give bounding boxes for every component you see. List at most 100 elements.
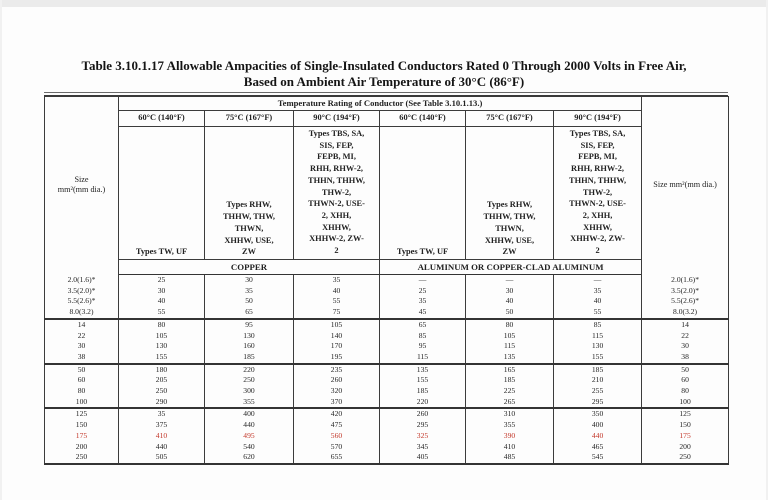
ampacity-cell: 250 (118, 386, 205, 397)
page-right-edge (766, 0, 768, 500)
ampacity-cell: 655 (293, 452, 380, 465)
ampacity-cell: 320 (293, 386, 380, 397)
ampacity-cell: 80 (465, 317, 554, 331)
ampacity-cell: 130 (204, 330, 294, 342)
ampacity-cell: 105 (293, 317, 380, 331)
ampacity-cell: 440 (118, 441, 205, 453)
ampacity-cell: 40 (293, 285, 380, 297)
size-cell-left: 38 (44, 351, 119, 364)
ampacity-cell: 105 (465, 330, 554, 342)
ampacity-cell: 295 (379, 420, 466, 431)
ampacity-cell: 400 (204, 407, 294, 421)
ampacity-rows: 2.0(1.6)* 25 30 35— — —2.0(1.6)* 3.5(2.0)* 30 35… (44, 274, 730, 465)
ampacity-cell: 265 (465, 396, 554, 409)
size-cell-right: 8.0(3.2) (641, 307, 730, 319)
ampacity-cell: 80 (118, 317, 205, 331)
size-cell-left: 80 (44, 386, 119, 397)
ampacity-cell: 170 (293, 341, 380, 352)
types-cell-al-75: Types RHW, THHW, THW, THWN, XHHW, USE, Z… (465, 126, 554, 260)
table-row: 22 105 130 140 85 105 115 22 (44, 330, 730, 342)
ampacity-cell: 345 (379, 441, 466, 453)
table-row: 100 290 355 370 220 265 295 100 (44, 396, 730, 409)
ampacity-cell: 260 (379, 407, 466, 421)
size-cell-right: 250 (641, 452, 730, 465)
table-row: 38 155 185 195 115 135 155 38 (44, 351, 730, 364)
ampacity-cell: — (465, 274, 554, 286)
ampacity-cell: 485 (465, 452, 554, 465)
size-cell-left: 60 (44, 375, 119, 387)
ampacity-cell: 75 (293, 307, 380, 319)
table-row: 200 440 540 570 345 410 465 200 (44, 441, 730, 453)
ampacity-cell: 260 (293, 375, 380, 387)
ampacity-cell: 115 (552, 330, 643, 342)
ampacity-cell: 540 (204, 441, 294, 453)
ampacity-cell: 35 (552, 285, 643, 297)
ampacity-cell: 620 (204, 452, 294, 465)
ampacity-cell: 560 (293, 430, 380, 442)
size-cell-right: 14 (641, 317, 730, 331)
table-row: 60 205 250 260 155 185 210 60 (44, 375, 730, 387)
ampacity-cell: 570 (293, 441, 380, 453)
ampacity-cell: 185 (552, 362, 643, 376)
size-cell-left: 100 (44, 396, 119, 409)
ampacity-cell: 225 (465, 386, 554, 397)
ampacity-cell: 220 (379, 396, 466, 409)
table-row: 50 180 220 235 135 165 185 50 (44, 362, 730, 376)
size-cell-left: 22 (44, 330, 119, 342)
size-cell-right: 50 (641, 362, 730, 376)
table-row: 3.5(2.0)* 30 35 40 25 30 35 3.5(2.0)* (44, 285, 730, 297)
ampacity-cell: 85 (552, 317, 643, 331)
ampacity-cell: 505 (118, 452, 205, 465)
ampacity-cell: 440 (552, 430, 643, 442)
size-cell-right: 200 (641, 441, 730, 453)
table-row: 30 130 160 170 95 115 130 30 (44, 341, 730, 352)
size-cell-right: 2.0(1.6)* (641, 274, 730, 286)
table-row: 250 505 620 655 405 485 545 250 (44, 452, 730, 465)
ampacity-cell: 220 (204, 362, 294, 376)
table-row: 5.5(2.6)* 40 50 55 35 40 40 5.5(2.6)* (44, 296, 730, 308)
table-row: 80 250 300 320 185 225 255 80 (44, 386, 730, 397)
ampacity-cell: 375 (118, 420, 205, 431)
ampacity-cell: 40 (465, 296, 554, 308)
ampacity-cell: 35 (293, 274, 380, 286)
ampacity-cell: 50 (204, 296, 294, 308)
table-title: Table 3.10.1.17 Allowable Ampacities of … (81, 58, 687, 89)
ampacity-cell: 40 (552, 296, 643, 308)
types-cell-al-90: Types TBS, SA, SIS, FEP, FEPB, MI, RHH, … (552, 126, 643, 260)
ampacity-table: Size mm²(mm dia.) Temperature Rating of … (44, 96, 730, 465)
ampacity-cell: 30 (118, 285, 205, 297)
ampacity-cell: 55 (118, 307, 205, 319)
ampacity-cell: 95 (204, 317, 294, 331)
table-row: 8.0(3.2) 55 65 75 45 50 55 8.0(3.2) (44, 307, 730, 319)
ampacity-cell: 475 (293, 420, 380, 431)
ampacity-cell: 35 (379, 296, 466, 308)
header-row-temp-rating: Size mm²(mm dia.) Temperature Rating of … (44, 96, 730, 275)
ampacity-cell: 440 (204, 420, 294, 431)
header-row-material: COPPER ALUMINUM OR COPPER-CLAD ALUMINUM (45, 259, 729, 275)
ampacity-cell: 355 (204, 396, 294, 409)
size-cell-right: 80 (641, 386, 730, 397)
ampacity-cell: 55 (552, 307, 643, 319)
size-cell-left: 5.5(2.6)* (44, 296, 119, 308)
header-row-temperatures: 60°C (140°F) 75°C (167°F) 90°C (194°F) 6… (45, 110, 729, 127)
aluminum-header: ALUMINUM OR COPPER-CLAD ALUMINUM (378, 259, 643, 275)
ampacity-cell: 185 (379, 386, 466, 397)
ampacity-cell: 310 (465, 407, 554, 421)
size-cell-left: 50 (44, 362, 119, 376)
ampacity-cell: 155 (379, 375, 466, 387)
size-cell-left: 14 (44, 317, 119, 331)
ampacity-cell: 295 (552, 396, 643, 409)
temp-col-cu-75: 75°C (167°F) (204, 110, 294, 127)
ampacity-cell: 155 (552, 351, 643, 364)
size-cell-left: 175 (44, 430, 119, 442)
types-cell-cu-90: Types TBS, SA, SIS, FEP, FEPB, MI, RHH, … (293, 126, 380, 260)
ampacity-cell: 30 (465, 285, 554, 297)
temp-col-cu-60: 60°C (140°F) (118, 110, 205, 127)
ampacity-cell: 35 (118, 407, 205, 421)
ampacity-cell: 410 (465, 441, 554, 453)
size-cell-right: 30 (641, 341, 730, 352)
table-row: 2.0(1.6)* 25 30 35— — —2.0(1.6)* (44, 274, 730, 286)
ampacity-cell: — (552, 274, 643, 286)
ampacity-cell: 290 (118, 396, 205, 409)
ampacity-cell: 65 (204, 307, 294, 319)
